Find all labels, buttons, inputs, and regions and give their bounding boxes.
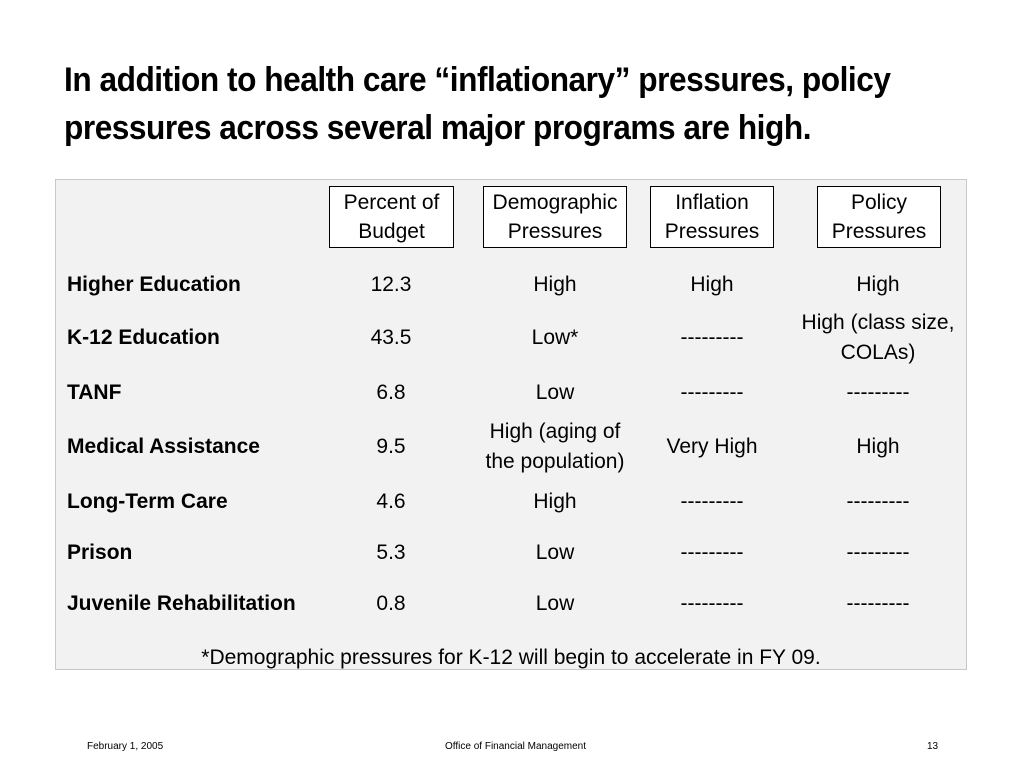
column-header-line: Pressures: [664, 220, 760, 243]
demographic-pressure-cell: Low: [470, 587, 640, 620]
row-label: Juvenile Rehabilitation: [67, 591, 296, 615]
column-header-percent-of-budget: Percent of Budget: [329, 186, 454, 248]
cell-text: Low: [535, 591, 575, 615]
cell-text: ---------: [846, 540, 910, 564]
demographic-pressure-cell: High (aging of the population): [470, 417, 640, 477]
inflation-pressure-cell: ---------: [637, 308, 787, 368]
cell-text: 12.3: [370, 272, 412, 296]
cell-text: ---------: [846, 591, 910, 615]
cell-text: 9.5: [376, 435, 406, 458]
policy-pressure-cell: High: [793, 417, 963, 477]
cell-text: 4.6: [376, 489, 406, 513]
column-header-line: Budget: [358, 220, 425, 243]
column-header-line: Demographic: [492, 191, 618, 214]
demographic-pressure-cell: High: [470, 485, 640, 518]
row-label: Long-Term Care: [67, 489, 228, 513]
policy-pressure-cell: ---------: [793, 376, 963, 409]
table-row: K-12 Education 43.5 Low* --------- High (cla…: [0, 308, 1024, 368]
inflation-pressure-cell: Very High: [637, 417, 787, 477]
budget-pressures-table: [55, 179, 967, 670]
budget-percent-cell: 6.8: [321, 376, 461, 409]
demographic-pressure-cell: High: [470, 268, 640, 301]
slide-title-line-1: In addition to health care “inflationary…: [64, 61, 891, 99]
column-header-line: Policy: [850, 191, 908, 214]
table-row: Long-Term Care 4.6 High --------- ---------: [0, 485, 1024, 518]
column-header-line: Pressures: [831, 220, 927, 243]
table-row: Medical Assistance 9.5 High (aging of the p…: [0, 417, 1024, 477]
demographic-pressure-cell: Low: [470, 376, 640, 409]
policy-pressure-cell: ---------: [793, 536, 963, 569]
row-label: TANF: [67, 380, 122, 404]
table-row: TANF 6.8 Low --------- ---------: [0, 376, 1024, 409]
column-header-inflation-pressures: Inflation Pressures: [650, 186, 774, 248]
cell-text: ---------: [680, 326, 744, 349]
cell-text: the population): [485, 450, 625, 473]
budget-percent-cell: 0.8: [321, 587, 461, 620]
inflation-pressure-cell: ---------: [637, 587, 787, 620]
table-row: Higher Education 12.3 High High High: [0, 268, 1024, 301]
policy-pressure-cell: High (class size, COLAs): [793, 308, 963, 368]
footer-date: February 1, 2005: [87, 741, 164, 752]
inflation-pressure-cell: ---------: [637, 376, 787, 409]
inflation-pressure-cell: ---------: [637, 536, 787, 569]
column-header-policy-pressures: Policy Pressures: [817, 186, 941, 248]
cell-text: High: [533, 489, 577, 513]
cell-text: 0.8: [376, 591, 406, 615]
cell-text: ---------: [680, 380, 744, 404]
cell-text: High: [690, 272, 734, 296]
footer-page-number: 13: [927, 741, 939, 752]
cell-text: High: [533, 272, 577, 296]
footer-office: Office of Financial Management: [445, 741, 587, 752]
cell-text: ---------: [680, 540, 744, 564]
column-header-line: Pressures: [507, 220, 603, 243]
cell-text: ---------: [846, 380, 910, 404]
cell-text: COLAs): [840, 341, 916, 364]
budget-percent-cell: 4.6: [321, 485, 461, 518]
cell-text: ---------: [680, 489, 744, 513]
slide-title: In addition to health care “inflationary…: [64, 56, 901, 152]
column-header-line: Percent of: [343, 191, 440, 214]
cell-text: Low*: [531, 326, 579, 349]
table-row: Prison 5.3 Low --------- ---------: [0, 536, 1024, 569]
demographic-pressure-cell: Low*: [470, 308, 640, 368]
cell-text: Very High: [666, 435, 758, 458]
cell-text: 43.5: [370, 326, 412, 349]
cell-text: 5.3: [376, 540, 406, 564]
cell-text: High (class size,: [801, 311, 955, 334]
cell-text: Low: [535, 540, 575, 564]
table-row: Juvenile Rehabilitation 0.8 Low --------- --…: [0, 587, 1024, 620]
row-label: K-12 Education: [67, 326, 220, 349]
budget-percent-cell: 5.3: [321, 536, 461, 569]
inflation-pressure-cell: High: [637, 268, 787, 301]
cell-text: High (aging of: [489, 420, 621, 443]
row-label: Prison: [67, 540, 133, 564]
inflation-pressure-cell: ---------: [637, 485, 787, 518]
cell-text: 6.8: [376, 380, 406, 404]
row-label: Medical Assistance: [67, 435, 260, 458]
budget-percent-cell: 12.3: [321, 268, 461, 301]
cell-text: ---------: [680, 591, 744, 615]
budget-percent-cell: 9.5: [321, 417, 461, 477]
policy-pressure-cell: High: [793, 268, 963, 301]
policy-pressure-cell: ---------: [793, 485, 963, 518]
demographic-pressure-cell: Low: [470, 536, 640, 569]
column-header-demographic-pressures: Demographic Pressures: [483, 186, 627, 248]
row-label: Higher Education: [67, 272, 241, 296]
policy-pressure-cell: ---------: [793, 587, 963, 620]
table-footnote: *Demographic pressures for K-12 will beg…: [201, 646, 821, 669]
cell-text: High: [856, 435, 900, 458]
cell-text: High: [856, 272, 900, 296]
slide-title-line-2: pressures across several major programs …: [64, 109, 812, 147]
cell-text: ---------: [846, 489, 910, 513]
cell-text: Low: [535, 380, 575, 404]
budget-percent-cell: 43.5: [321, 308, 461, 368]
column-header-line: Inflation: [675, 191, 749, 214]
